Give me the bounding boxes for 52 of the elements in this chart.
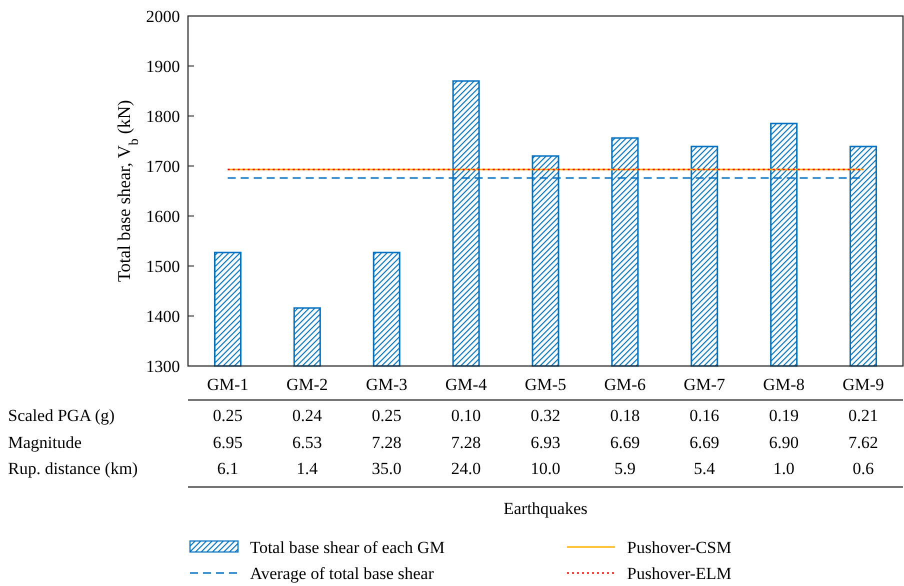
text: 7.28 — [451, 433, 481, 452]
text: Magnitude — [8, 433, 82, 452]
legend-label: Pushover-CSM — [627, 538, 732, 557]
text: 0.6 — [852, 459, 874, 478]
legend-label: Pushover-ELM — [627, 564, 732, 583]
y-tick-label: 1600 — [146, 206, 180, 226]
y-tick-label: 1500 — [146, 256, 180, 276]
text: 0.25 — [372, 406, 402, 425]
y-tick-label: 1400 — [146, 306, 180, 326]
text: 7.62 — [848, 433, 878, 452]
text: 7.28 — [372, 433, 402, 452]
text: 6.69 — [690, 433, 720, 452]
y-tick-label: 2000 — [146, 6, 180, 26]
text: 1.0 — [773, 459, 794, 478]
text: 6.53 — [292, 433, 322, 452]
text: 0.21 — [848, 406, 878, 425]
text: 0.32 — [530, 406, 560, 425]
y-tick-label: 1800 — [146, 106, 180, 126]
legend-label: Total base shear of each GM — [250, 538, 445, 557]
text: 5.9 — [614, 459, 636, 478]
x-tick-label: GM-6 — [604, 375, 646, 394]
text: 6.1 — [217, 459, 238, 478]
text: 5.4 — [694, 459, 716, 478]
text: 0.19 — [768, 406, 799, 425]
text: 0.18 — [610, 406, 640, 425]
x-tick-label: GM-2 — [286, 375, 328, 394]
x-tick-label: GM-5 — [524, 375, 566, 394]
text: 0.16 — [690, 406, 720, 425]
text: 0.24 — [292, 406, 323, 425]
text: 6.90 — [768, 433, 799, 452]
text: 6.93 — [530, 433, 560, 452]
text: 24.0 — [451, 459, 481, 478]
x-tick-label: GM-8 — [763, 375, 805, 394]
y-tick-label: 1700 — [146, 156, 180, 176]
legend-label: Average of total base shear — [250, 564, 434, 583]
x-tick-label: GM-7 — [684, 375, 726, 394]
text: 10.0 — [530, 459, 560, 478]
x-tick-label: GM-3 — [366, 375, 408, 394]
text: 1.4 — [296, 459, 318, 478]
text: Earthquakes — [503, 499, 588, 518]
text: 0.10 — [451, 406, 481, 425]
x-tick-label: GM-1 — [206, 375, 249, 394]
text: 35.0 — [372, 459, 402, 478]
x-tick-label: GM-4 — [445, 375, 488, 394]
text: 6.95 — [212, 433, 243, 452]
y-tick-label: 1900 — [146, 56, 180, 76]
text: Rup. distance (km) — [8, 459, 138, 478]
text: Scaled PGA (g) — [8, 406, 115, 425]
y-tick-label: 1300 — [146, 356, 180, 376]
x-tick-label: GM-9 — [842, 375, 884, 394]
text: 6.69 — [610, 433, 640, 452]
text: 0.25 — [212, 406, 243, 425]
